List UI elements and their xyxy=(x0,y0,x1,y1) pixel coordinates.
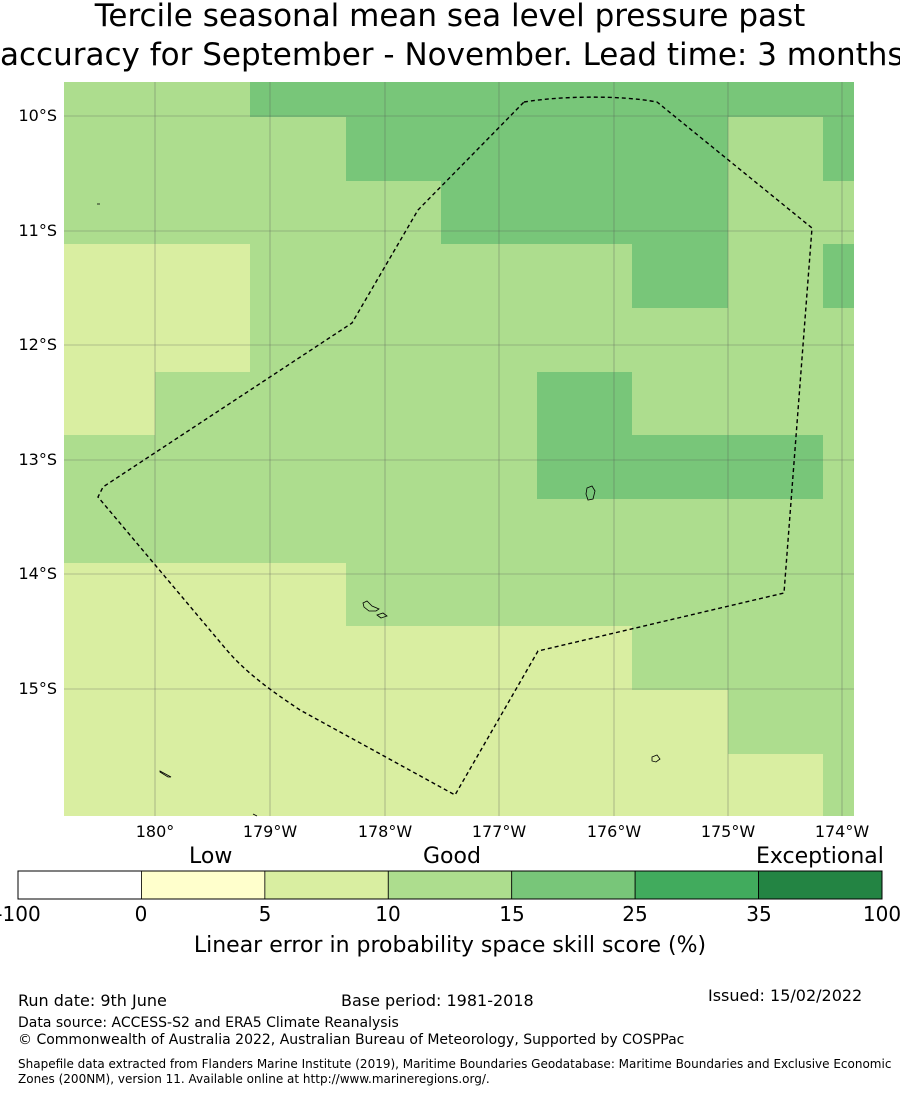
issued-date: Issued: 15/02/2022 xyxy=(708,986,863,1005)
colorbar-tick: 100 xyxy=(862,902,900,926)
lon-label: 174°W xyxy=(814,822,870,841)
legend-category-exceptional: Exceptional xyxy=(756,844,884,869)
skill-cell-15-25 xyxy=(346,117,728,181)
lon-label: 175°W xyxy=(700,822,756,841)
skill-cell-5-10 xyxy=(346,626,632,816)
shapefile-credit: Shapefile data extracted from Flanders M… xyxy=(18,1057,892,1086)
colorbar-swatch-6 xyxy=(634,870,759,900)
skill-score-field xyxy=(64,82,854,816)
lon-label: 178°W xyxy=(357,822,413,841)
colorbar-swatch-5 xyxy=(511,870,636,900)
chart-title-line2: accuracy for September - November. Lead … xyxy=(0,37,900,73)
lon-label: 180° xyxy=(135,822,175,841)
lat-label: 12°S xyxy=(18,335,57,354)
lon-label: 179°W xyxy=(242,822,298,841)
graticule xyxy=(64,82,854,816)
map-figure xyxy=(17,82,883,900)
island-outline xyxy=(159,770,172,778)
colorbar-tick: 25 xyxy=(622,902,648,926)
lat-label: 14°S xyxy=(18,564,57,583)
skill-cell-15-25 xyxy=(823,117,854,181)
lon-label: 177°W xyxy=(471,822,527,841)
colorbar-tick: 10 xyxy=(375,902,401,926)
colorbar-tick: 15 xyxy=(499,902,525,926)
skill-cell-5-10 xyxy=(632,690,728,816)
skill-cell-15-25 xyxy=(537,372,632,499)
colorbar-label: Linear error in probability space skill … xyxy=(193,933,707,958)
lat-label: 11°S xyxy=(18,221,57,240)
colorbar-tick: 0 xyxy=(134,902,148,926)
colorbar-swatch-1 xyxy=(17,870,142,900)
skill-cell-15-25 xyxy=(823,244,854,308)
legend-category-good: Good xyxy=(423,844,481,869)
colorbar-tick: -100 xyxy=(0,902,41,926)
skill-cell-5-10 xyxy=(64,372,155,435)
skill-cell-5-10 xyxy=(64,563,346,816)
colorbar-swatch-4 xyxy=(387,870,513,900)
island-outline xyxy=(585,485,596,501)
run-date: Run date: 9th June xyxy=(18,991,167,1010)
islands xyxy=(97,203,661,817)
colorbar-swatch-2 xyxy=(141,870,266,900)
colorbar-swatch-3 xyxy=(264,870,389,900)
legend-category-low: Low xyxy=(189,844,233,869)
island-outline xyxy=(651,754,661,763)
lat-label: 10°S xyxy=(18,106,57,125)
colorbar-tick: 5 xyxy=(258,902,272,926)
colorbar-swatch-7 xyxy=(758,870,883,900)
island-outline xyxy=(252,813,258,817)
lon-label: 176°W xyxy=(586,822,642,841)
lat-label: 13°S xyxy=(18,450,57,469)
colorbar xyxy=(17,870,883,900)
skill-cell-15-25 xyxy=(632,244,728,308)
skill-cell-5-10 xyxy=(64,244,250,372)
skill-cell-15-25 xyxy=(441,181,728,244)
skill-cell-15-25 xyxy=(632,435,823,499)
copyright: © Commonwealth of Australia 2022, Austra… xyxy=(18,1032,685,1048)
island-outline xyxy=(376,612,388,619)
skill-cell-5-10 xyxy=(728,754,823,816)
base-period: Base period: 1981-2018 xyxy=(341,991,534,1010)
island-outline xyxy=(362,600,380,612)
skill-cell-15-25 xyxy=(250,82,854,117)
chart-title-line1: Tercile seasonal mean sea level pressure… xyxy=(94,0,806,34)
colorbar-frame xyxy=(17,870,883,900)
lat-label: 15°S xyxy=(18,679,57,698)
colorbar-tick: 35 xyxy=(746,902,772,926)
data-source: Data source: ACCESS-S2 and ERA5 Climate … xyxy=(18,1015,399,1031)
